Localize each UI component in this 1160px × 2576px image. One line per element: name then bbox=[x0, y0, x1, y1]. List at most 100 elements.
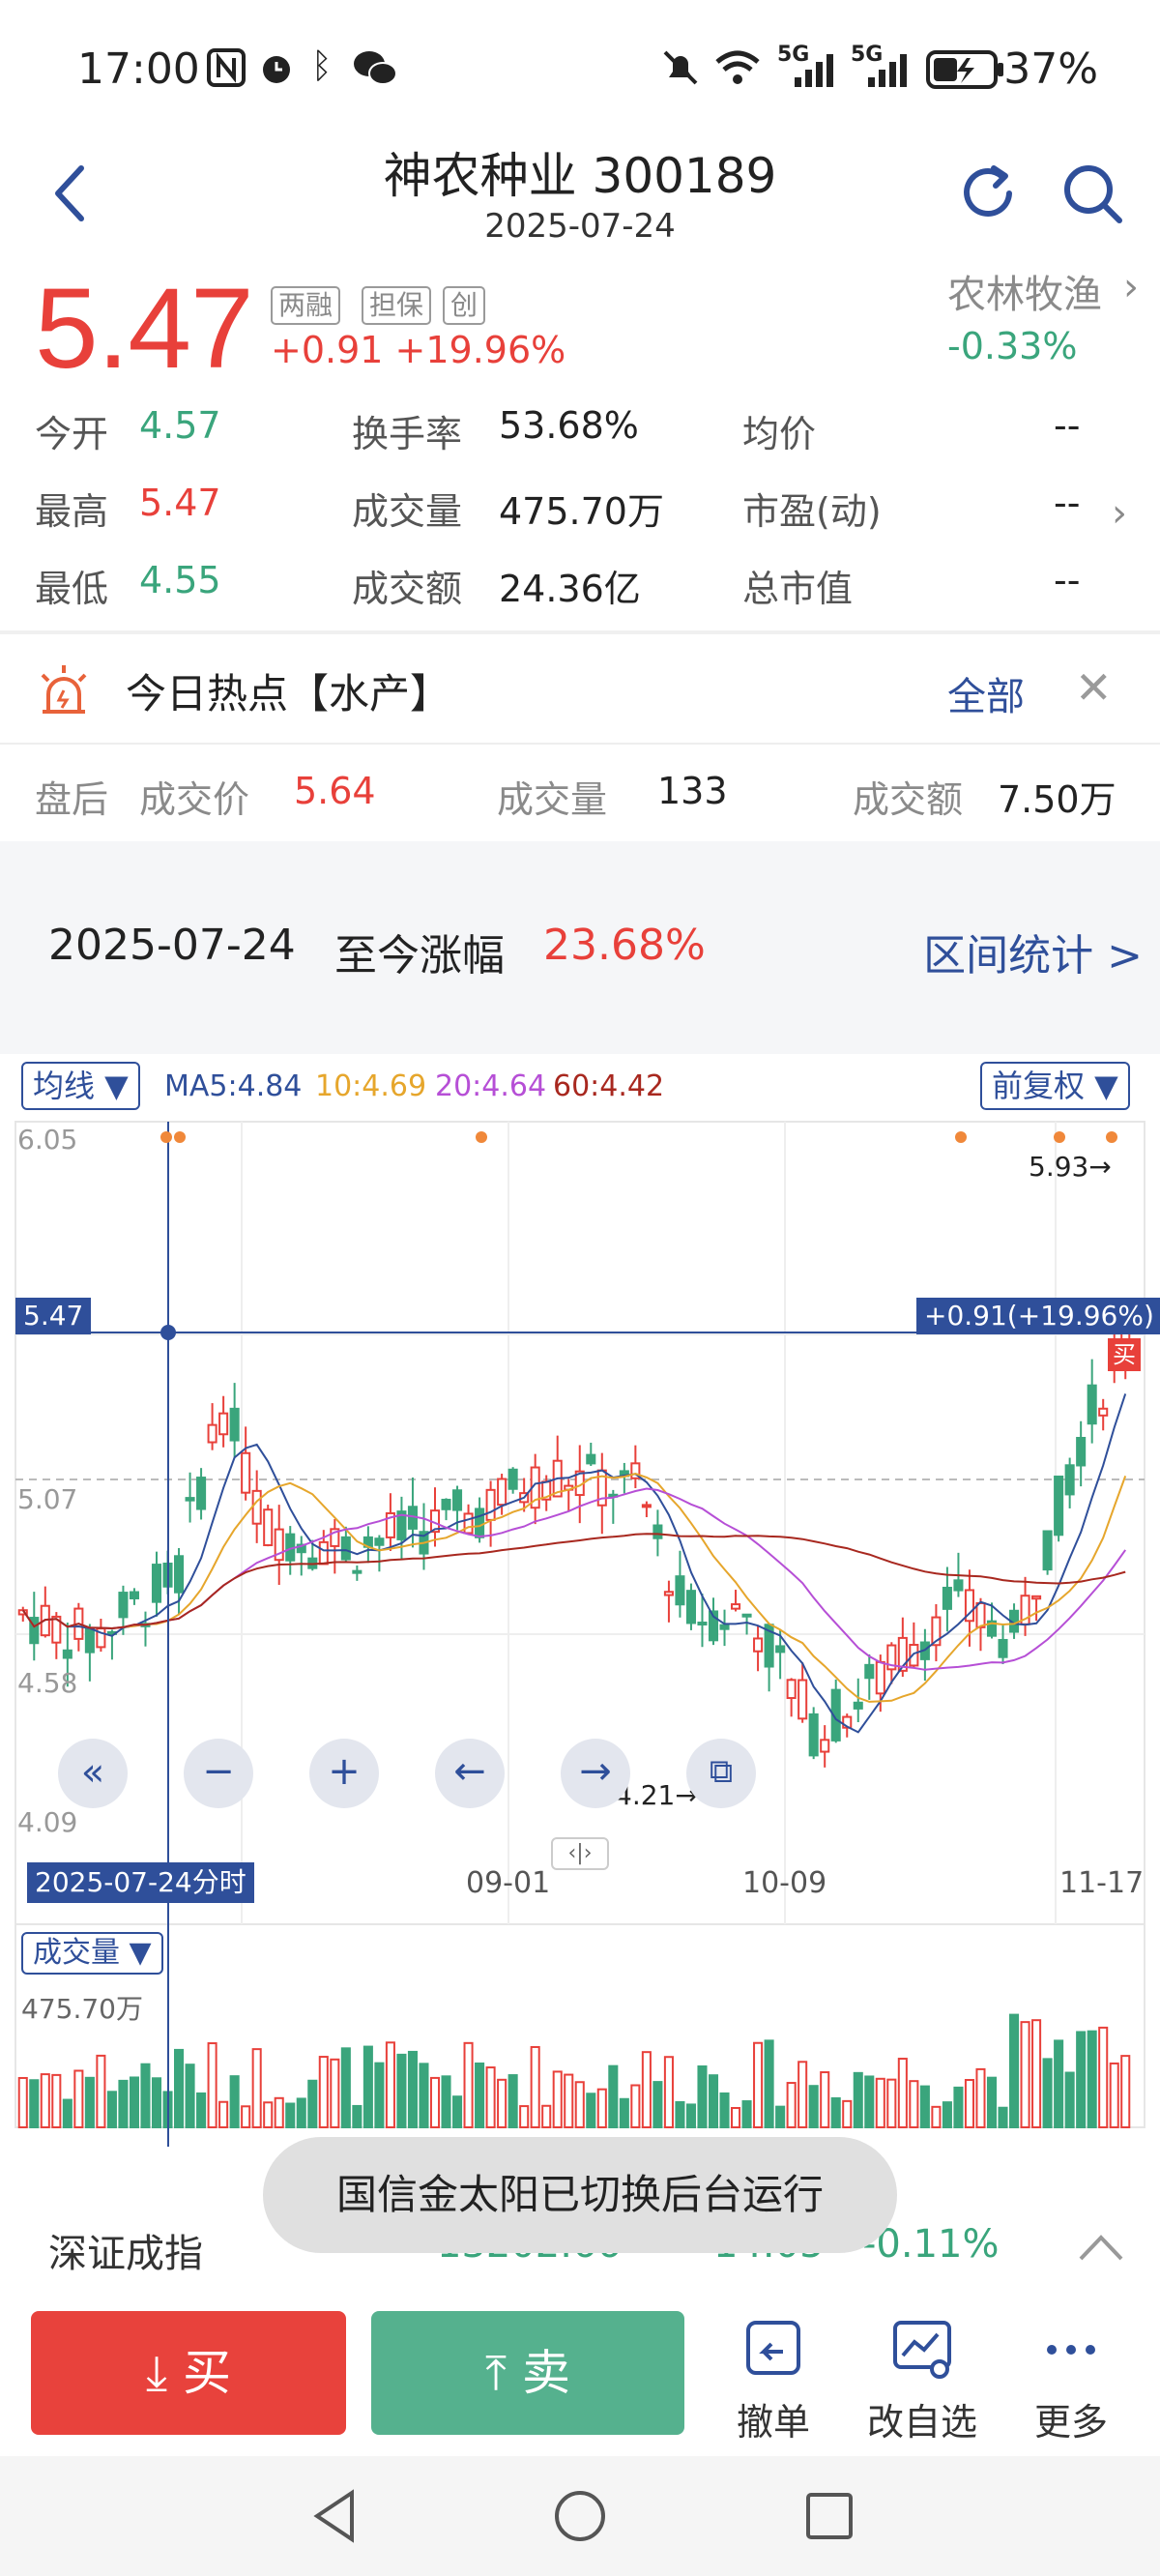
wechat-icon bbox=[354, 51, 397, 85]
volume-bar bbox=[641, 2051, 652, 2129]
refresh-button[interactable] bbox=[951, 155, 1029, 232]
sell-arrow-icon: ⤒ bbox=[485, 2345, 522, 2401]
more-dots-icon bbox=[1047, 2345, 1095, 2355]
volume-bar bbox=[719, 2092, 730, 2129]
ah-amount-label: 成交额 bbox=[853, 778, 964, 821]
candle-body bbox=[842, 1715, 853, 1729]
chevron-up-icon[interactable] bbox=[1075, 2228, 1127, 2267]
sell-button[interactable]: ⤒ 卖 bbox=[371, 2311, 684, 2435]
volume-bar bbox=[909, 2080, 919, 2129]
signal-icon-2 bbox=[868, 54, 907, 87]
ma-selector[interactable]: 均线 ▼ bbox=[21, 1062, 140, 1110]
scroll-right-button[interactable]: → bbox=[561, 1739, 630, 1808]
hot-topic-text[interactable]: 今日热点【水产】 bbox=[126, 670, 451, 717]
candle-body bbox=[385, 1511, 395, 1538]
signal-icon bbox=[795, 54, 833, 87]
volume-bar bbox=[586, 2093, 596, 2128]
nfc-icon bbox=[207, 48, 246, 87]
candle-body bbox=[685, 1590, 696, 1625]
candle-body bbox=[953, 1579, 964, 1592]
volume-bar bbox=[764, 2039, 774, 2128]
candle-body bbox=[775, 1645, 786, 1654]
candle-body bbox=[875, 1660, 885, 1695]
volume-bar bbox=[619, 2097, 629, 2128]
pe-value: -- bbox=[1054, 482, 1081, 524]
ma-lines bbox=[21, 1393, 1127, 1734]
volume-selector[interactable]: 成交量 ▼ bbox=[21, 1932, 163, 1975]
range-label: 至今涨幅 bbox=[334, 931, 505, 981]
volume-bar bbox=[820, 2071, 830, 2128]
candle-body bbox=[830, 1688, 841, 1742]
rewind-button[interactable]: « bbox=[58, 1739, 128, 1808]
stats-expand-icon[interactable]: › bbox=[1112, 491, 1127, 536]
reset-icon[interactable]: ⧉ bbox=[686, 1739, 756, 1808]
edit-watchlist-button[interactable]: 改自选 bbox=[855, 2313, 990, 2444]
volume-bar bbox=[407, 2050, 418, 2128]
nav-back-icon[interactable] bbox=[307, 2485, 362, 2547]
range-stats-link[interactable]: 区间统计 > bbox=[923, 931, 1143, 981]
volume-bar bbox=[798, 2061, 808, 2128]
turnover-label: 换手率 bbox=[352, 413, 463, 455]
more-button[interactable]: 更多 bbox=[1003, 2313, 1139, 2444]
mktcap-label: 总市值 bbox=[742, 568, 854, 610]
candle-body bbox=[820, 1739, 830, 1753]
turnover-value: 53.68% bbox=[499, 404, 639, 447]
candle-body bbox=[998, 1638, 1008, 1658]
amount-label: 成交额 bbox=[352, 568, 463, 610]
hot-all-button[interactable]: 全部 bbox=[947, 675, 1025, 719]
scroll-left-button[interactable]: ← bbox=[435, 1739, 505, 1808]
drag-handle[interactable]: ‹|› bbox=[551, 1837, 609, 1870]
candle-body bbox=[17, 1609, 28, 1616]
cursor-price-label: 5.47 bbox=[15, 1298, 92, 1334]
kline-chart[interactable]: 均线 ▼ MA5:4.84 10:4.69 20:4.64 60:4.42 前复… bbox=[0, 1054, 1160, 2147]
volume-bar bbox=[185, 2064, 195, 2129]
amount-value: 24.36亿 bbox=[499, 568, 641, 610]
cursor-date-label[interactable]: 2025-07-24分时 bbox=[27, 1862, 254, 1903]
candle-body bbox=[719, 1624, 730, 1630]
volume-bar bbox=[853, 2071, 863, 2128]
close-icon[interactable]: ✕ bbox=[1075, 661, 1113, 714]
battery-icon bbox=[926, 50, 1003, 89]
nav-recents-icon[interactable] bbox=[800, 2485, 858, 2547]
cancel-order-button[interactable]: 撤单 bbox=[706, 2313, 841, 2444]
candle-body bbox=[630, 1462, 641, 1479]
search-button[interactable] bbox=[1054, 155, 1131, 232]
volume-bar bbox=[775, 2105, 786, 2129]
x-label: 09-01 bbox=[466, 1866, 551, 1900]
adjust-selector[interactable]: 前复权 ▼ bbox=[980, 1062, 1130, 1110]
event-marker bbox=[160, 1131, 172, 1143]
volume-bar bbox=[196, 2092, 207, 2129]
ma60-label: 60:4.42 bbox=[553, 1069, 665, 1103]
volume-bar bbox=[1064, 2071, 1075, 2129]
avg-value: -- bbox=[1054, 404, 1081, 447]
volume-bar bbox=[475, 2062, 485, 2128]
cursor-change-label: +0.91(+19.96%) bbox=[916, 1298, 1160, 1334]
zoom-in-button[interactable]: + bbox=[309, 1739, 379, 1808]
volume-bar bbox=[73, 2069, 84, 2129]
volume-bar bbox=[274, 2096, 284, 2129]
candle-body bbox=[218, 1412, 229, 1436]
ma10-line bbox=[21, 1472, 1127, 1703]
volume-bar bbox=[741, 2100, 752, 2128]
zoom-out-button[interactable]: − bbox=[184, 1739, 253, 1808]
x-label: 10-09 bbox=[742, 1866, 827, 1900]
candle-body bbox=[263, 1508, 274, 1546]
nav-home-icon[interactable] bbox=[551, 2485, 609, 2547]
back-button[interactable] bbox=[39, 155, 97, 232]
buy-button[interactable]: ⤓ 买 bbox=[31, 2311, 346, 2435]
after-hours-label: 盘后 bbox=[35, 778, 109, 821]
candle-body bbox=[808, 1712, 819, 1757]
candle-body bbox=[374, 1537, 385, 1546]
volume-bar bbox=[1031, 2019, 1042, 2128]
candle-body bbox=[29, 1617, 40, 1645]
chart-canvas[interactable] bbox=[0, 1054, 1160, 2147]
volume-bar bbox=[241, 2105, 251, 2128]
volume-bar bbox=[51, 2073, 62, 2128]
volume-bar bbox=[1076, 2031, 1087, 2128]
volume-bar bbox=[552, 2070, 563, 2128]
candle-body bbox=[352, 1569, 362, 1574]
volume-bar bbox=[151, 2077, 162, 2128]
sector-link[interactable]: 农林牧渔 bbox=[947, 273, 1102, 317]
candle-body bbox=[641, 1504, 652, 1508]
ah-amount-value: 7.50万 bbox=[998, 778, 1116, 821]
